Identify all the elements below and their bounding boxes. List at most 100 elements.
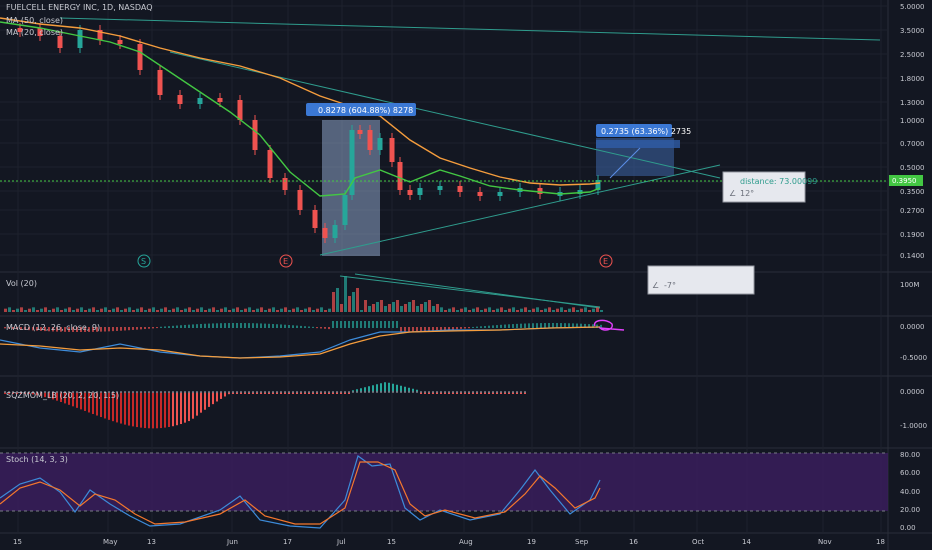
price-tick: 0.2700 bbox=[900, 207, 925, 215]
macd-bar bbox=[204, 323, 206, 328]
sqz-bar bbox=[408, 387, 410, 392]
price-tick: 2.5000 bbox=[900, 51, 925, 59]
macd-bar bbox=[28, 327, 30, 331]
volume-bar bbox=[384, 306, 387, 312]
sqz-bar bbox=[176, 392, 178, 426]
macd-bar bbox=[416, 327, 418, 332]
sqz-dot bbox=[376, 391, 378, 393]
sqz-bar bbox=[56, 392, 58, 401]
ma20-line bbox=[0, 21, 601, 197]
sqz-dot bbox=[140, 391, 142, 393]
distance-box-1[interactable] bbox=[722, 171, 806, 203]
sqz-axis-neg: -1.0000 bbox=[900, 422, 927, 430]
candle-body bbox=[267, 150, 273, 178]
macd-annotation[interactable] bbox=[593, 319, 625, 331]
stoch-axis-80: 80.00 bbox=[900, 451, 920, 459]
price-axis[interactable]: 5.0000 3.5000 2.5000 1.8000 1.3000 1.0000 0.70… bbox=[900, 3, 925, 260]
sqz-dot bbox=[308, 391, 310, 393]
time-tick: Jul bbox=[336, 538, 346, 546]
candle-body bbox=[407, 190, 413, 195]
event-split[interactable]: S bbox=[141, 257, 146, 266]
event-markers[interactable]: S E E bbox=[137, 254, 613, 268]
measure-label-2: 0.2735 (63.36%) 2735 bbox=[601, 127, 691, 136]
sqz-dot bbox=[500, 391, 502, 393]
macd-bar bbox=[212, 323, 214, 328]
volume-bar bbox=[256, 308, 259, 312]
volume-bar bbox=[580, 308, 583, 312]
sqz-dot bbox=[300, 391, 302, 393]
volume-bar bbox=[192, 310, 195, 312]
volume-bar bbox=[432, 306, 435, 312]
volume-bar bbox=[20, 307, 23, 312]
macd-bar bbox=[400, 327, 402, 332]
macd-bar bbox=[456, 327, 458, 330]
sqz-legend[interactable]: SQZMOM_LB (20, 2, 20, 1.5) bbox=[6, 391, 119, 400]
time-tick: 15 bbox=[387, 538, 396, 546]
sqz-dot bbox=[24, 391, 26, 393]
ma20-legend[interactable]: MA (20, close) bbox=[6, 28, 63, 37]
event-earnings-2[interactable]: E bbox=[603, 257, 608, 266]
macd-bar bbox=[584, 323, 586, 328]
ma50-legend[interactable]: MA (50, close) bbox=[6, 16, 63, 25]
sqz-dot bbox=[320, 391, 322, 393]
macd-bar bbox=[188, 324, 190, 328]
volume-bar bbox=[340, 304, 343, 312]
volume-bar bbox=[344, 276, 347, 312]
volume-bar bbox=[500, 307, 503, 312]
projection-arrow[interactable] bbox=[609, 147, 641, 179]
macd-bar bbox=[316, 327, 318, 329]
sqz-dot bbox=[288, 391, 290, 393]
macd-axis-neg: -0.5000 bbox=[900, 354, 927, 362]
volume-bar bbox=[452, 307, 455, 312]
volume-bar bbox=[396, 300, 399, 312]
macd-bar bbox=[500, 324, 502, 328]
volume-bar bbox=[72, 310, 75, 312]
macd-bar bbox=[200, 323, 202, 328]
sqz-dot bbox=[92, 391, 94, 393]
macd-bar bbox=[160, 326, 162, 328]
sqz-bar bbox=[208, 392, 210, 407]
sqz-dot bbox=[72, 391, 74, 393]
sqz-bar bbox=[64, 392, 66, 404]
sqz-dot bbox=[64, 391, 66, 393]
price-tick: 1.3000 bbox=[900, 99, 925, 107]
macd-bar bbox=[176, 325, 178, 328]
sqz-dot bbox=[324, 391, 326, 393]
volume-bar bbox=[444, 310, 447, 312]
macd-bar bbox=[496, 325, 498, 328]
sqz-dot bbox=[232, 391, 234, 393]
sqz-dot bbox=[432, 391, 434, 393]
vol-legend[interactable]: Vol (20) bbox=[6, 279, 37, 288]
macd-bar bbox=[220, 323, 222, 328]
macd-bar bbox=[540, 323, 542, 328]
volume-bar bbox=[516, 310, 519, 312]
candle-body bbox=[157, 70, 163, 95]
macd-bar bbox=[376, 321, 378, 328]
volume-bar bbox=[100, 308, 103, 312]
event-earnings-1[interactable]: E bbox=[283, 257, 288, 266]
time-tick: 15 bbox=[13, 538, 22, 546]
macd-bar bbox=[576, 323, 578, 328]
macd-bar bbox=[568, 323, 570, 328]
volume-bar bbox=[416, 306, 419, 312]
sqz-dot bbox=[368, 391, 370, 393]
volume-bar bbox=[508, 308, 511, 312]
macd-bar bbox=[392, 321, 394, 328]
volume-bar bbox=[84, 310, 87, 312]
stoch-legend[interactable]: Stoch (14, 3, 3) bbox=[6, 455, 68, 464]
time-axis[interactable]: 15 May 13 Jun 17 Jul 15 Aug 19 Sep 16 Oct 14 Nov 18 bbox=[13, 538, 885, 546]
volume-bar bbox=[520, 308, 523, 312]
macd-bar bbox=[260, 323, 262, 328]
volume-bar bbox=[552, 310, 555, 312]
distance-box-2[interactable] bbox=[647, 265, 755, 295]
macd-bar bbox=[472, 326, 474, 328]
macd-legend[interactable]: MACD (12, 26, close, 9) bbox=[6, 323, 100, 332]
volume-bar bbox=[8, 307, 11, 312]
macd-bar bbox=[464, 327, 466, 329]
sqz-dot bbox=[12, 391, 14, 393]
macd-bar bbox=[512, 324, 514, 328]
volume-trend[interactable] bbox=[339, 275, 601, 308]
candle-body bbox=[177, 95, 183, 104]
volume-bar bbox=[252, 310, 255, 312]
